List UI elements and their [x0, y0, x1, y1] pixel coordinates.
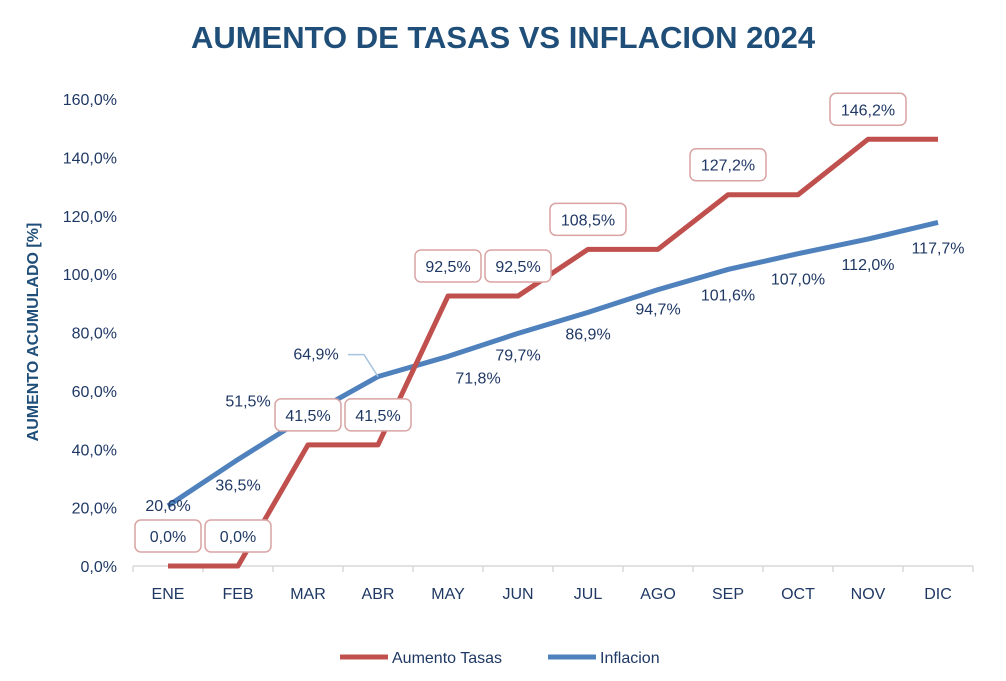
x-tick-label: DIC — [924, 586, 952, 603]
y-tick-label: 140,0% — [63, 150, 117, 167]
data-label-text: 92,5% — [425, 259, 470, 276]
legend-label-inflacion: Inflacion — [600, 650, 660, 667]
data-label-box — [549, 202, 627, 237]
data-label-box — [484, 249, 552, 283]
x-tick-label: SEP — [712, 586, 744, 603]
data-label-inflacion: 112,0% — [841, 257, 894, 274]
chart-title: AUMENTO DE TASAS VS INFLACION 2024 — [191, 20, 816, 55]
data-label-box — [344, 398, 412, 432]
data-label-text: 41,5% — [285, 408, 330, 425]
x-tick-label: JUL — [574, 586, 603, 603]
series-line-inflacion — [166, 220, 939, 508]
y-axis-label: AUMENTO ACUMULADO [%] — [25, 223, 42, 442]
data-label-aumento-tasas: 92,5% — [414, 249, 482, 283]
data-label-inflacion: 64,9% — [293, 347, 338, 364]
series-line-aumento-tasas — [168, 136, 938, 569]
x-tick-label: MAY — [431, 586, 465, 603]
data-label-inflacion: 117,7% — [911, 240, 964, 257]
x-tick-label: MAR — [290, 586, 326, 603]
y-tick-label: 80,0% — [72, 326, 117, 343]
x-tick-label: JUN — [502, 586, 533, 603]
data-label-text: 108,5% — [561, 212, 615, 229]
data-label-box — [829, 92, 907, 127]
legend: Aumento Tasas Inflacion — [340, 650, 660, 667]
y-tick-label: 160,0% — [63, 92, 117, 109]
data-label-box — [414, 249, 482, 283]
data-label-aumento-tasas: 0,0% — [204, 519, 272, 553]
y-tick-label: 100,0% — [63, 267, 117, 284]
leader-line — [348, 353, 379, 377]
x-tick-label: ENE — [152, 586, 185, 603]
y-tick-label: 60,0% — [72, 384, 117, 401]
data-label-inflacion: 107,0% — [771, 272, 825, 289]
data-label-box — [134, 519, 202, 553]
data-label-box — [204, 519, 272, 553]
data-label-inflacion: 86,9% — [565, 326, 610, 343]
data-label-text: 92,5% — [495, 259, 540, 276]
data-label-inflacion: 71,8% — [455, 370, 500, 387]
x-tick-label: ABR — [362, 586, 395, 603]
y-tick-label: 0,0% — [81, 559, 117, 576]
data-label-inflacion: 101,6% — [701, 287, 755, 304]
data-label-text: 0,0% — [220, 529, 256, 546]
plot-area: 0,0% 20,0% 40,0% 60,0% 80,0% 100,0% 120,0% 140,… — [63, 92, 974, 603]
data-label-aumento-tasas: 41,5% — [344, 398, 412, 432]
data-label-text: 41,5% — [355, 408, 400, 425]
x-tick-label: NOV — [851, 586, 886, 603]
data-label-inflacion: 51,5% — [225, 394, 270, 411]
y-tick-label: 120,0% — [63, 209, 117, 226]
data-label-inflacion: 79,7% — [495, 347, 540, 364]
data-label-inflacion: 20,6% — [145, 498, 190, 515]
y-tick-label: 40,0% — [72, 442, 117, 459]
data-label-box — [689, 147, 767, 182]
data-label-inflacion: 36,5% — [215, 477, 260, 494]
data-label-aumento-tasas: 41,5% — [274, 398, 342, 432]
data-label-aumento-tasas: 92,5% — [484, 249, 552, 283]
data-label-aumento-tasas: 0,0% — [134, 519, 202, 553]
data-label-box — [274, 398, 342, 432]
data-label-aumento-tasas: 127,2% — [689, 147, 767, 182]
data-label-text: 0,0% — [150, 529, 186, 546]
data-label-text: 127,2% — [701, 158, 755, 175]
data-label-text: 146,2% — [841, 102, 895, 119]
x-tick-label: FEB — [222, 586, 253, 603]
x-tick-label: AGO — [640, 586, 676, 603]
x-tick-label: OCT — [781, 586, 815, 603]
data-label-inflacion: 94,7% — [635, 302, 680, 319]
legend-label-aumento-tasas: Aumento Tasas — [392, 650, 502, 667]
data-label-aumento-tasas: 146,2% — [829, 92, 907, 127]
y-tick-label: 20,0% — [72, 501, 117, 518]
data-label-aumento-tasas: 108,5% — [549, 202, 627, 237]
